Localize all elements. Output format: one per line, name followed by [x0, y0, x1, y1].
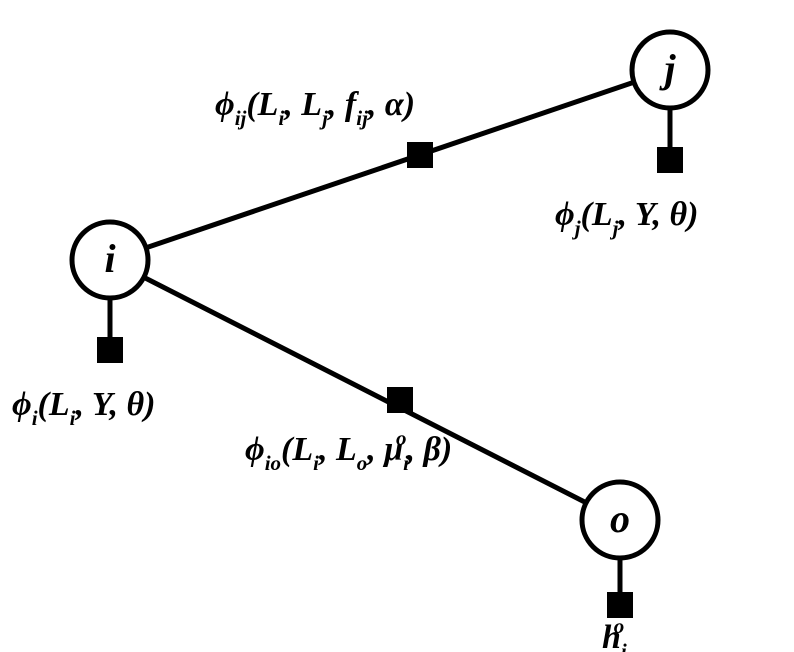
label-h_o: hio	[602, 614, 627, 652]
edge-factor-io	[387, 387, 413, 413]
node-label-o: o	[610, 496, 630, 541]
node-label-i: i	[104, 236, 115, 281]
unary-factor-j	[657, 147, 683, 173]
unary-factor-i	[97, 337, 123, 363]
edge-factor-ij	[407, 142, 433, 168]
